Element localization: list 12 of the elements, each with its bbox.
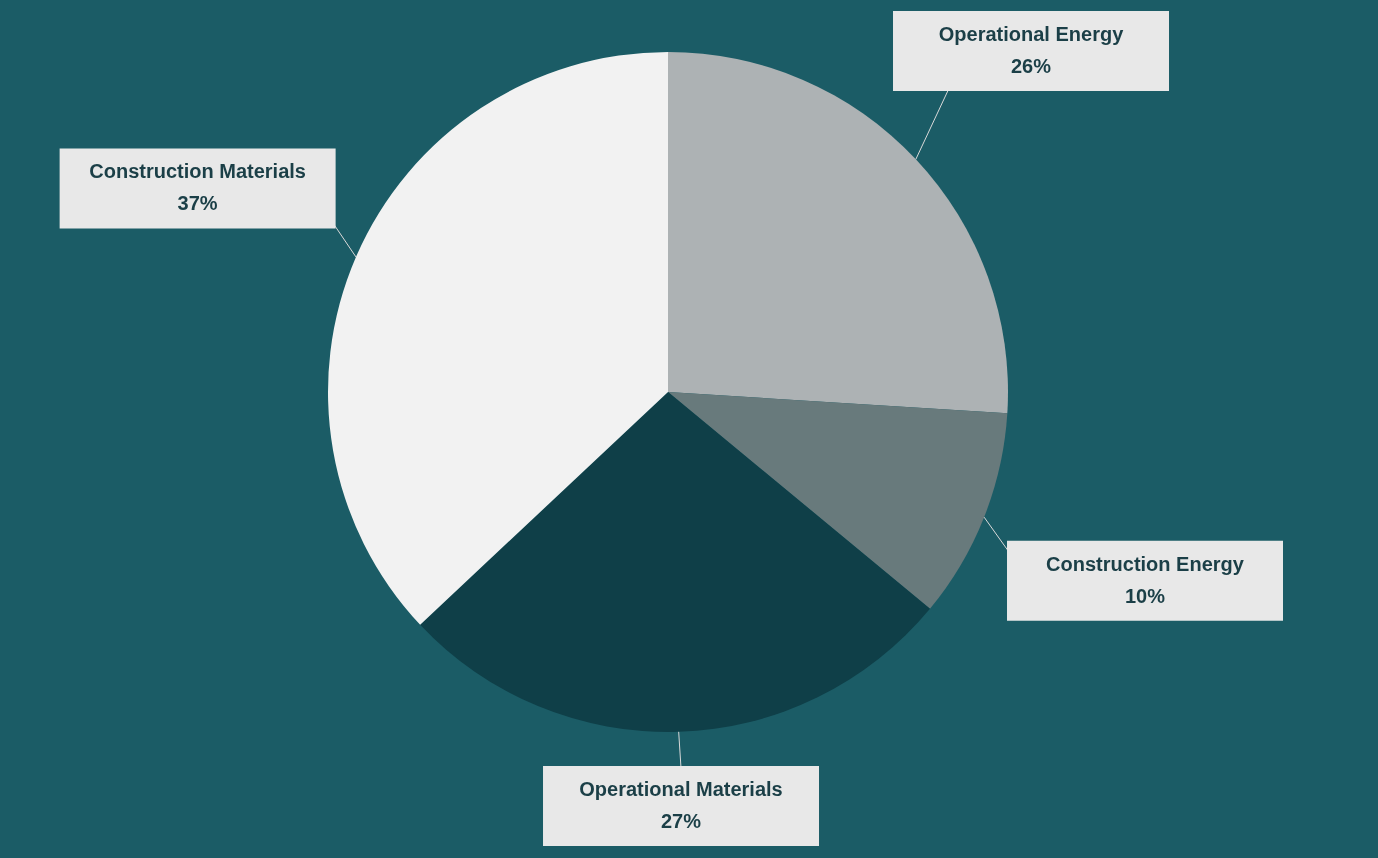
slice-label: Operational Materials xyxy=(579,778,783,801)
pie-slice xyxy=(420,392,930,732)
data-label: 37% xyxy=(177,192,218,215)
pie-slice xyxy=(668,52,1008,414)
pie-slice xyxy=(668,392,1008,609)
data-label: 27% xyxy=(661,810,702,833)
slice-label: Construction Energy xyxy=(1046,552,1245,575)
data-label: 10% xyxy=(1124,584,1166,607)
pie-slice xyxy=(328,52,668,625)
data-label: 26% xyxy=(1011,55,1052,78)
slice-label: Construction Materials xyxy=(89,160,306,183)
slice-label: Operational Energy xyxy=(938,23,1125,46)
